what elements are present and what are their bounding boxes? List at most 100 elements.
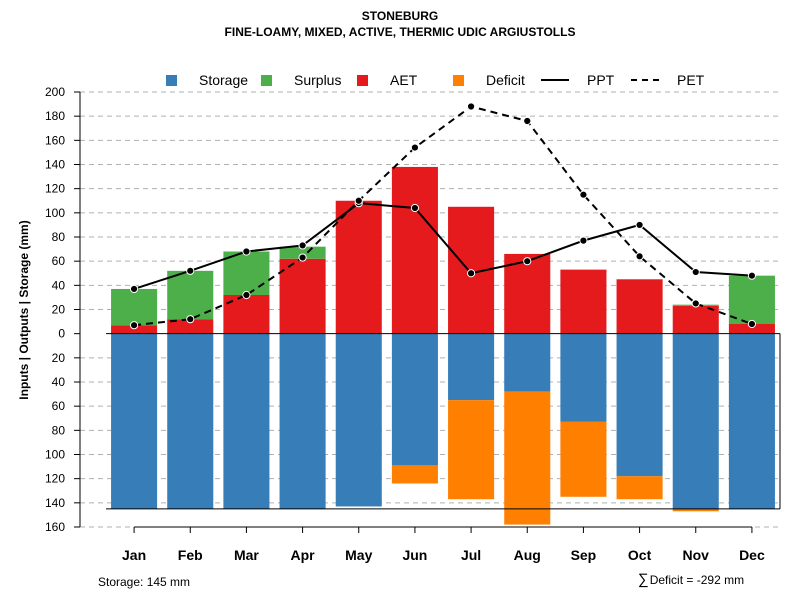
pet-point	[635, 252, 644, 261]
pet-point	[129, 321, 139, 330]
y-tick-label: 160	[45, 520, 65, 534]
aet-bar	[504, 253, 551, 334]
deficit-bar	[560, 421, 607, 497]
storage-bar	[111, 333, 158, 509]
x-tick-label: Mar	[234, 547, 259, 563]
pet-point	[410, 143, 420, 152]
deficit-bar	[504, 391, 551, 525]
y-tick-label: 140	[45, 158, 65, 172]
deficit-bar	[448, 400, 495, 500]
y-tick-label: 80	[52, 423, 66, 437]
ppt-point	[186, 266, 195, 275]
chart-subtitle: FINE-LOAMY, MIXED, ACTIVE, THERMIC UDIC …	[224, 25, 576, 39]
aet-bar	[616, 279, 663, 334]
deficit-total: Deficit = -292 mm	[649, 573, 745, 587]
surplus-bar	[279, 246, 326, 259]
ppt-point	[129, 284, 139, 294]
bars-group	[111, 166, 775, 525]
grid-lines	[80, 91, 780, 528]
chart-title: STONEBURG	[361, 9, 439, 23]
aet-bar	[279, 258, 326, 334]
chart-legend: Storage Surplus AET Deficit PPT PET	[0, 71, 800, 89]
storage-bar	[504, 333, 551, 392]
surplus-bar	[728, 275, 775, 324]
x-tick-label: Oct	[628, 547, 652, 563]
aet-bar	[335, 200, 382, 334]
aet-bar	[728, 324, 775, 334]
pet-point	[579, 190, 588, 199]
surplus-bar	[223, 251, 270, 295]
y-tick-label: 20	[52, 351, 66, 365]
pet-point	[691, 299, 700, 308]
y-tick-label: 60	[52, 399, 66, 413]
pet-point	[186, 315, 195, 324]
legend-label-ppt: PPT	[587, 72, 615, 88]
x-tick-label: Sep	[571, 547, 597, 563]
ppt-point	[242, 247, 251, 256]
y-tick-label: 80	[52, 230, 66, 244]
pet-point	[523, 116, 532, 126]
storage-bar	[279, 333, 326, 509]
deficit-bar	[672, 508, 719, 512]
ppt-point	[691, 267, 700, 277]
y-tick-label: 140	[45, 496, 65, 510]
pet-point	[747, 319, 757, 329]
storage-bar	[167, 333, 214, 509]
ppt-line	[133, 202, 752, 290]
legend-label-deficit: Deficit	[486, 72, 525, 88]
legend-line-pet	[631, 79, 659, 81]
deficit-bar	[391, 465, 438, 484]
aet-bar	[223, 295, 270, 334]
ppt-point	[298, 241, 307, 250]
ppt-point	[747, 271, 757, 280]
y-tick-label: 100	[45, 206, 65, 220]
deficit-footnote: ∑Deficit = -292 mm	[638, 571, 744, 588]
ppt-point	[523, 257, 532, 266]
x-tick-label: Aug	[514, 547, 541, 563]
surplus-bar	[111, 288, 158, 326]
ppt-point	[635, 220, 644, 230]
axes-group: 2001801601401201008060402002040608010012…	[45, 85, 781, 563]
aet-bar	[167, 319, 214, 334]
storage-bar	[616, 333, 663, 477]
y-tick-label: 120	[45, 472, 65, 486]
aet-bar	[391, 166, 438, 334]
pet-point	[242, 290, 251, 300]
legend-swatch-deficit	[453, 74, 464, 86]
legend-label-storage: Storage	[199, 72, 249, 88]
y-tick-label: 20	[52, 303, 66, 317]
surplus-bar	[672, 304, 719, 306]
legend-line-ppt	[541, 79, 569, 81]
legend-item-pet: PET	[631, 71, 704, 89]
storage-bar	[391, 333, 438, 466]
aet-bar	[448, 206, 495, 334]
ppt-point	[579, 236, 588, 245]
x-tick-label: May	[345, 547, 372, 563]
x-tick-label: Jan	[122, 547, 146, 563]
y-tick-label: 40	[52, 278, 66, 292]
aet-bar	[672, 305, 719, 334]
legend-label-aet: AET	[390, 72, 418, 88]
storage-bar	[672, 333, 719, 509]
legend-item-storage: Storage	[166, 71, 248, 89]
x-tick-label: Jul	[461, 547, 481, 563]
storage-bar	[335, 333, 382, 507]
x-tick-label: Feb	[178, 547, 203, 563]
ppt-point	[410, 203, 420, 213]
storage-bar	[223, 333, 270, 509]
y-tick-label: 160	[45, 133, 65, 147]
storage-footnote: Storage: 145 mm	[98, 575, 191, 589]
legend-item-aet: AET	[357, 71, 417, 89]
aet-bar	[111, 325, 158, 334]
sigma-symbol: ∑	[638, 571, 649, 588]
legend-label-surplus: Surplus	[294, 72, 342, 88]
y-tick-label: 180	[45, 109, 65, 123]
legend-item-deficit: Deficit	[453, 71, 525, 89]
x-tick-label: Nov	[683, 547, 710, 563]
pet-line	[133, 105, 753, 327]
y-axis-label: Inputs | Outputs | Storage (mm)	[17, 220, 31, 399]
x-tick-label: Dec	[739, 547, 765, 563]
lines-group	[129, 102, 757, 330]
deficit-bar	[616, 476, 663, 500]
